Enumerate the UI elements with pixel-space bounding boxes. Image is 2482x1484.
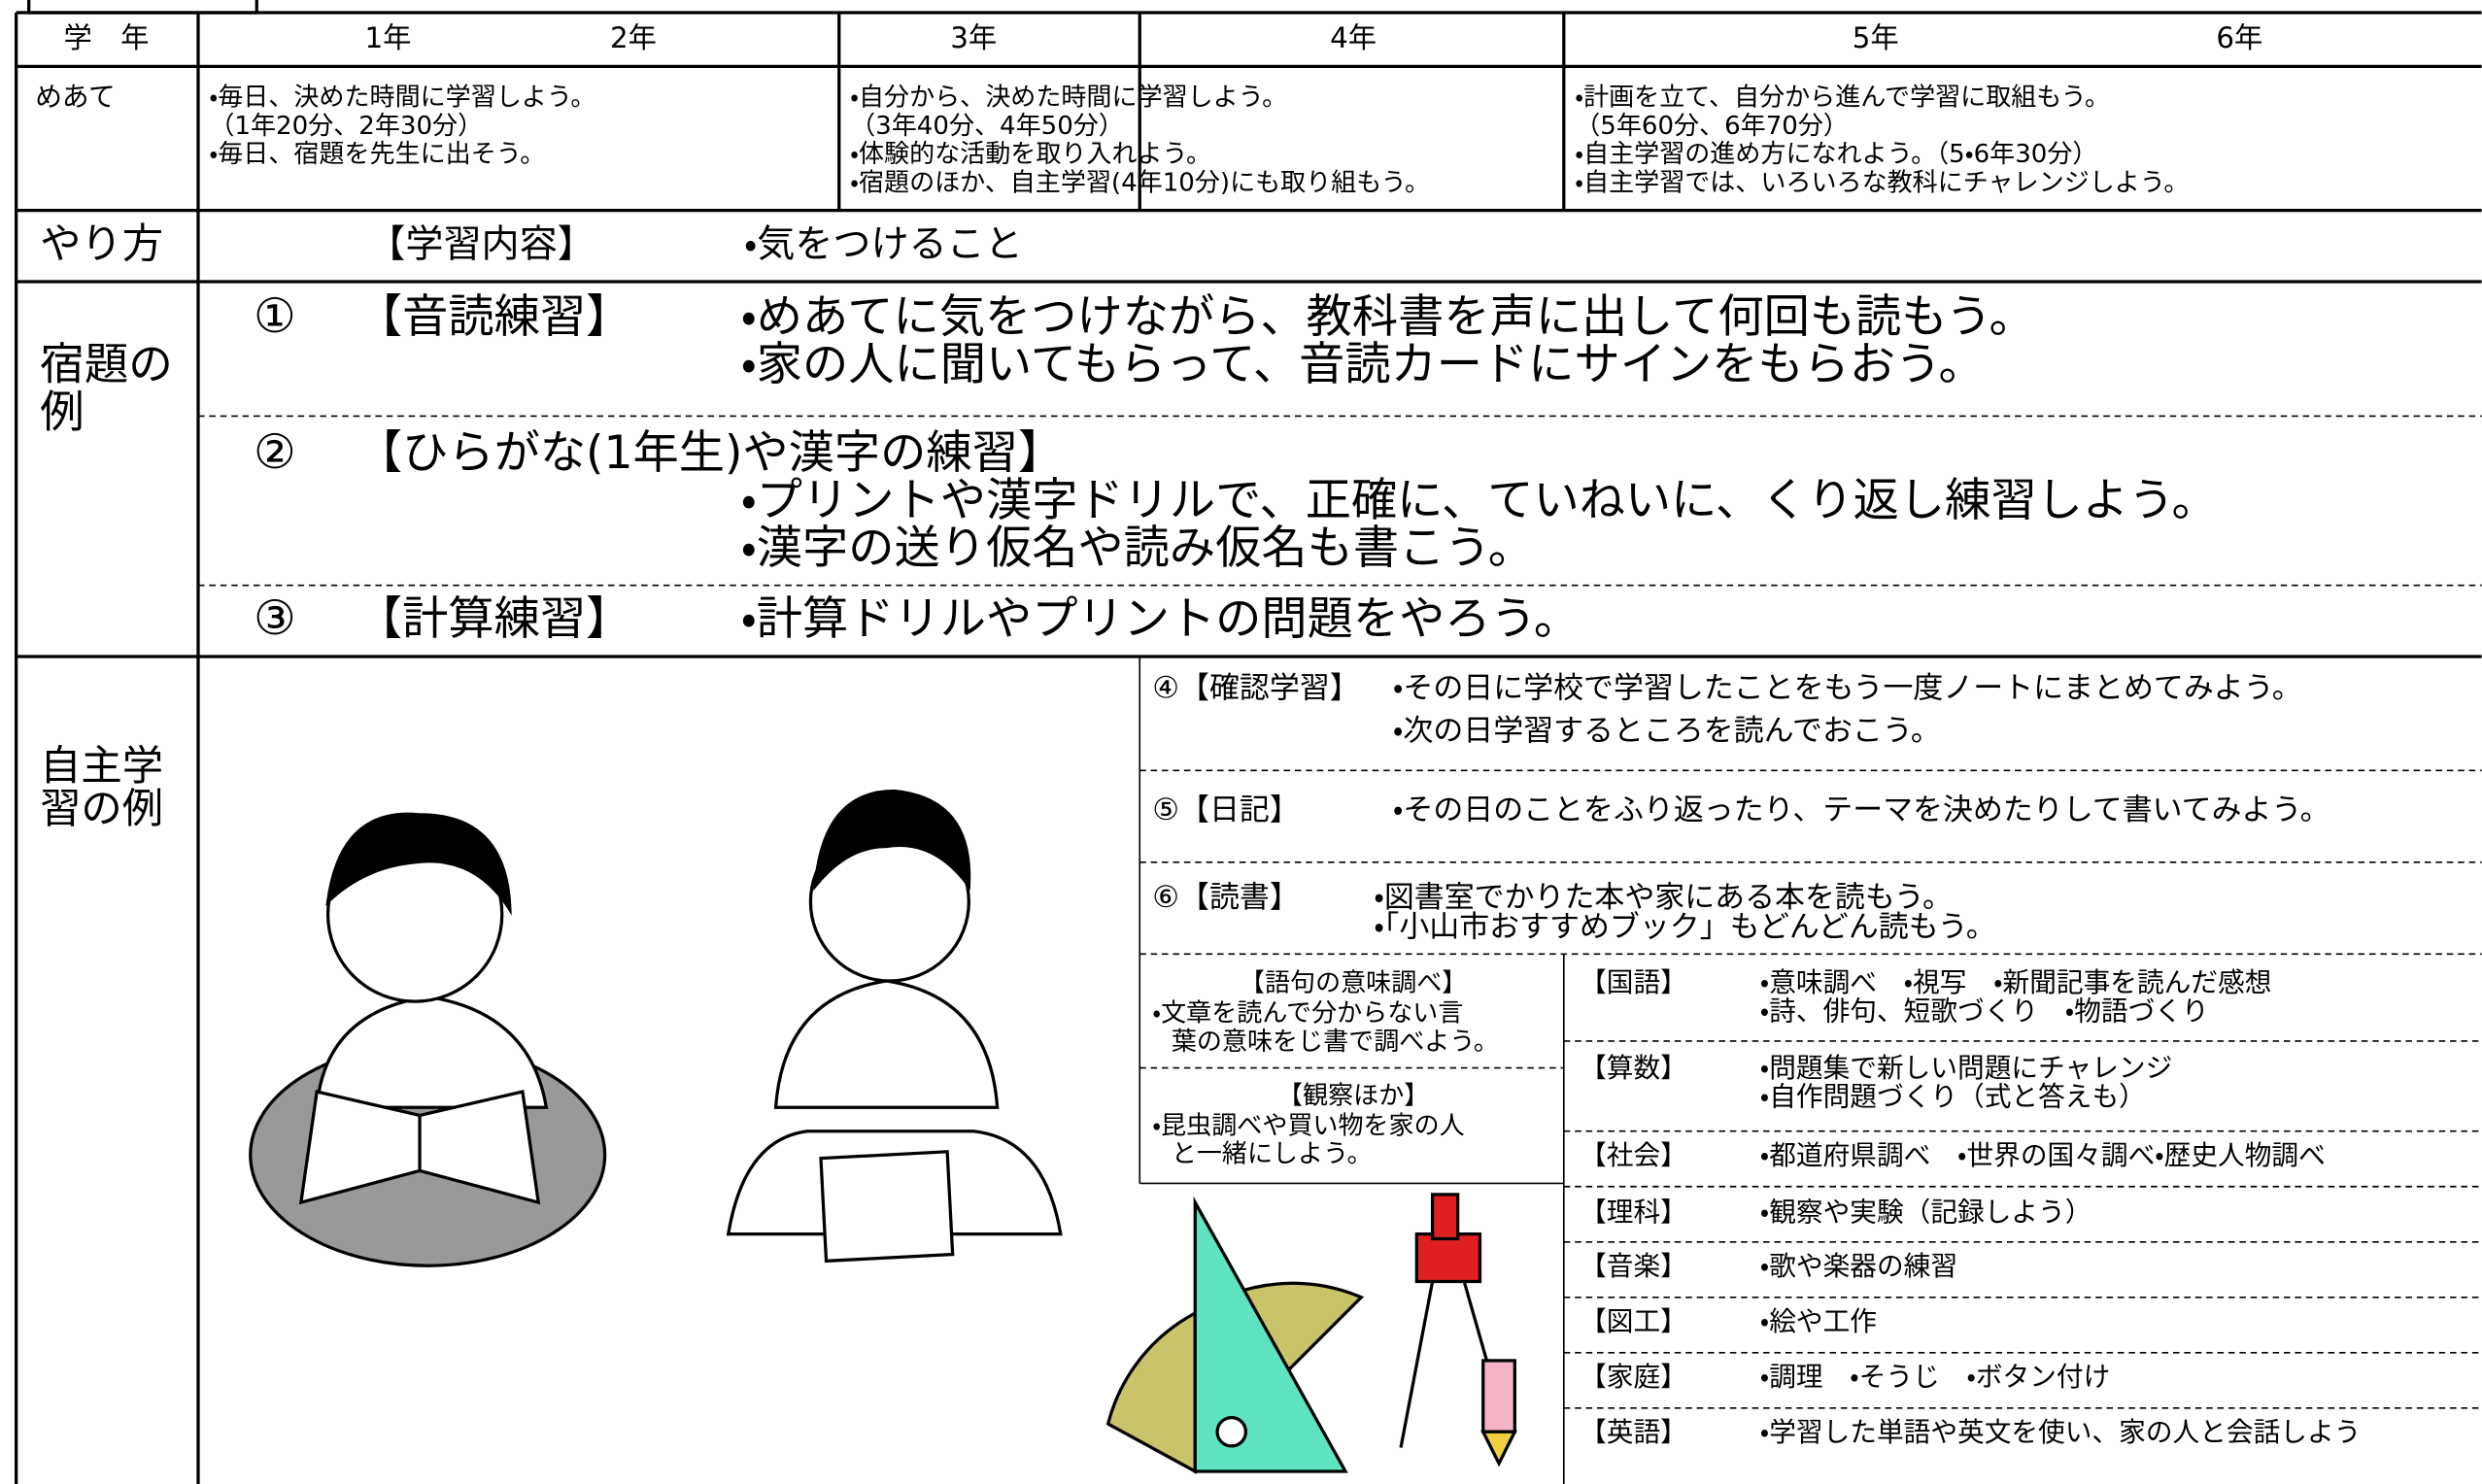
item-point: ・その日に学校で学習したことをもう一度ノートにまとめてみよう。 bbox=[1393, 671, 2302, 706]
grade: 4年 bbox=[1330, 21, 1377, 54]
row-label: めあて bbox=[35, 81, 116, 113]
dashed-rules bbox=[197, 415, 2482, 1409]
goal-line: （5年60分、6年70分） bbox=[1575, 112, 1849, 141]
item-point: ・プリントや漢字ドリルで、正確に、ていねいに、くり返し練習しよう。 bbox=[741, 474, 2218, 527]
subject-line: ・歌や楽器の練習 bbox=[1760, 1250, 1957, 1282]
column-heading: ・気をつけること bbox=[744, 223, 1023, 267]
goal-line: ・計画を立て、自分から進んで学習に取組もう。 bbox=[1575, 83, 2110, 112]
goal-line: ・宿題のほか、自主学習(4年10分)にも取り組もう。 bbox=[850, 168, 1430, 197]
goal-line: ・自主学習の進め方になれよう。（5・6年30分） bbox=[1575, 140, 2097, 169]
subject-name: 【国語】 bbox=[1580, 966, 1687, 998]
item-title: 【計算練習】 bbox=[357, 592, 631, 646]
item-title: ⑥【読書】 bbox=[1152, 880, 1300, 915]
note-title: 【語句の意味調べ】 bbox=[1240, 969, 1467, 998]
goal-line: ・自分から、決めた時間に学習しよう。 bbox=[850, 83, 1287, 112]
subject-line: ・観察や実験（記録しよう） bbox=[1760, 1196, 2092, 1228]
subject-name: 【図工】 bbox=[1580, 1305, 1687, 1337]
subject-line: ・調理 ・そうじ ・ボタン付け bbox=[1760, 1361, 2111, 1393]
subject-line: ・絵や工作 bbox=[1760, 1305, 1877, 1337]
note-line: ・昆虫調べや買い物を家の人 bbox=[1152, 1111, 1464, 1140]
item-title: 【音読練習】 bbox=[357, 290, 631, 344]
item-point: ・図書室でかりた本や家にある本を読もう。 bbox=[1374, 880, 1953, 915]
illustration-girl bbox=[249, 812, 607, 1267]
subject-line: ・意味調べ ・視写 ・新聞記事を読んだ感想 bbox=[1760, 966, 2272, 998]
subject-name: 【理科】 bbox=[1580, 1196, 1687, 1228]
illustration-tools bbox=[1105, 1193, 1517, 1474]
note-line: ・文章を読んで分からない言 bbox=[1152, 999, 1463, 1029]
item-title: 【ひらがな(1年生)や漢字の練習】 bbox=[357, 426, 1064, 480]
item-number: ① bbox=[254, 288, 296, 344]
goal-line: ・自主学習では、いろいろな教科にチャレンジしよう。 bbox=[1575, 168, 2189, 197]
note-line: と一緒にしよう。 bbox=[1172, 1140, 1373, 1169]
subject-name: 【家庭】 bbox=[1580, 1361, 1687, 1393]
grade: 6年 bbox=[2216, 21, 2262, 54]
subject-name: 【社会】 bbox=[1580, 1139, 1687, 1171]
item-point: ・「小山市おすすめブック」もどんどん読もう。 bbox=[1374, 910, 1995, 945]
table-grid bbox=[15, 0, 2482, 1484]
item-point: ・次の日学習するところを読んでおこう。 bbox=[1393, 714, 1941, 749]
note-title: 【観察ほか】 bbox=[1277, 1081, 1429, 1110]
item-number: ② bbox=[254, 424, 296, 480]
illustration-boy bbox=[726, 789, 1063, 1264]
item-number: ③ bbox=[254, 590, 296, 646]
goal-line: （1年20分、2年30分） bbox=[209, 112, 483, 141]
column-heading: 【学習内容】 bbox=[367, 223, 595, 267]
item-point: ・漢字の送り仮名や読み仮名も書こう。 bbox=[741, 522, 1534, 575]
grade: 2年 bbox=[610, 21, 657, 54]
row-label: 宿題の bbox=[40, 338, 173, 389]
row-label: 習の例 bbox=[40, 785, 163, 832]
goal-line: ・毎日、宿題を先生に出そう。 bbox=[209, 140, 545, 169]
item-point: ・めあてに気をつけながら、教科書を声に出して何回も読もう。 bbox=[741, 290, 2035, 344]
grade: 1年 bbox=[364, 21, 411, 54]
grade-label: 学 年 bbox=[64, 21, 150, 54]
goal-line: （3年40分、4年50分） bbox=[850, 112, 1124, 141]
subject-line: ・学習した単語や英文を使い、家の人と会話しよう bbox=[1760, 1416, 2362, 1448]
item-title: ⑤【日記】 bbox=[1152, 793, 1300, 827]
subject-line: ・都道府県調べ ・世界の国々調べ・歴史人物調べ bbox=[1760, 1139, 2326, 1171]
subject-name: 【英語】 bbox=[1580, 1416, 1687, 1448]
row-label: 例 bbox=[40, 386, 85, 437]
goal-line: ・毎日、決めた時間に学習しよう。 bbox=[209, 83, 595, 112]
item-title: ④【確認学習】 bbox=[1152, 671, 1359, 706]
subject-name: 【音楽】 bbox=[1580, 1250, 1687, 1282]
subject-line: ・問題集で新しい問題にチャレンジ bbox=[1760, 1052, 2172, 1084]
row-label: やり方 bbox=[40, 220, 163, 268]
subject-line: ・自作問題づくり（式と答えも） bbox=[1760, 1081, 2146, 1113]
subject-name: 【算数】 bbox=[1580, 1052, 1687, 1084]
note-line: 葉の意味をじ書で調べよう。 bbox=[1172, 1028, 1499, 1057]
grade: 3年 bbox=[950, 21, 997, 54]
subject-line: ・詩、俳句、短歌づくり ・物語づくり bbox=[1760, 995, 2209, 1028]
top-box bbox=[27, 0, 258, 15]
item-point: ・計算ドリルやプリントの問題をやろう。 bbox=[741, 592, 1580, 646]
grade: 5年 bbox=[1853, 21, 1899, 54]
goal-line: ・体験的な活動を取り入れよう。 bbox=[850, 140, 1211, 169]
item-point: ・家の人に聞いてもらって、音読カードにサインをもらおう。 bbox=[741, 338, 1985, 391]
row-label: 自主学 bbox=[40, 742, 163, 790]
item-point: ・その日のことをふり返ったり、テーマを決めたりして書いてみよう。 bbox=[1393, 793, 2330, 827]
